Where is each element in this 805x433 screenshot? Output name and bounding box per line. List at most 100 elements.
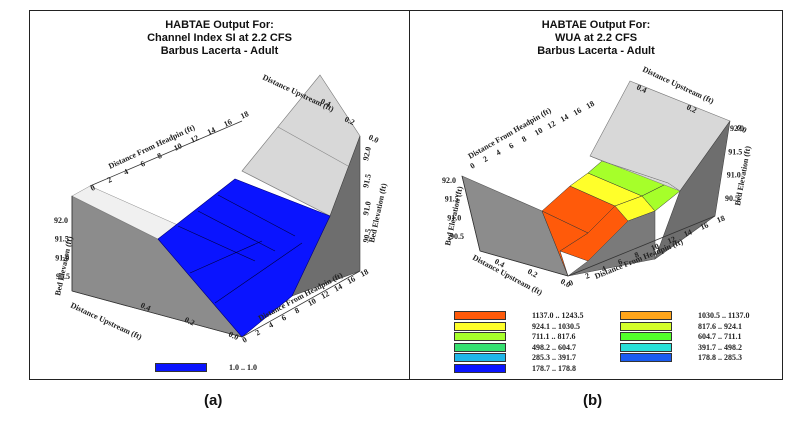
panel-b-legend-left-label: 285.3 .. 391.7 xyxy=(532,353,576,362)
panel-b-headpin-tick: 16 xyxy=(699,221,710,232)
panel-a-upstream-tick: 0.0 xyxy=(227,330,240,342)
panel-a-headpin-tick: 16 xyxy=(346,274,357,286)
panel-b-headpin-tick: 2 xyxy=(481,154,489,164)
panel-b-legend-left-swatch xyxy=(454,342,506,352)
panel-a-headpin-tick: 18 xyxy=(239,109,250,121)
panel-b-headpin-tick: 8 xyxy=(633,250,640,260)
panel-a-upstream-tick: 0.2 xyxy=(183,315,196,327)
panel-b-elevation-tick: 91.0 xyxy=(447,213,461,222)
panel-b-headpin-tick: 10 xyxy=(650,242,661,253)
panel-b-legend-right-label: 391.7 .. 498.2 xyxy=(698,342,742,352)
panel-b-legend-left-swatch xyxy=(454,363,506,373)
panel-b-headpin-tick: 16 xyxy=(572,106,583,118)
panel-a-headpin-tick: 14 xyxy=(333,282,344,294)
panel-b-upstream-tick: 0.4 xyxy=(635,83,648,95)
panel-b-upstream-tick: 0.2 xyxy=(526,267,539,280)
panel-a-headpin-tick: 16 xyxy=(222,117,233,129)
panel-a-upstream-tick: 0.4 xyxy=(319,97,332,109)
panel-a-headpin-tick: 2 xyxy=(254,328,262,338)
panel-b-upstream-tick: 0.2 xyxy=(685,103,698,115)
panel-b-elevation-tick: 91.5 xyxy=(728,147,742,156)
panel-b-legend-left-swatch xyxy=(454,353,506,362)
panel-a-headpin-tick: 12 xyxy=(189,133,200,145)
panel-a-headpin-tick: 0 xyxy=(241,335,249,345)
panel-a-title-line2: Channel Index SI at 2.2 CFS xyxy=(147,32,292,44)
panel-b-headpin-tick: 18 xyxy=(585,99,596,111)
panel-b-headpin-tick: 0 xyxy=(469,161,477,171)
panel-b-headpin-tick: 0 xyxy=(567,278,574,288)
panel-b-legend-right-label: 604.7 .. 711.1 xyxy=(698,332,742,341)
panel-b-legend-left-swatch xyxy=(454,311,506,320)
panel-b-headpin-tick: 2 xyxy=(584,271,591,281)
panel-a-upstream-tick: 0.4 xyxy=(139,301,152,313)
panel-b-legend-right-label: 178.8 .. 285.3 xyxy=(698,353,742,362)
panel-a-elevation-tick: 92.0 xyxy=(361,146,373,162)
panel-b-headpin-tick: 8 xyxy=(520,134,528,144)
panel-b-3d-plot: Distance From Headpin (ft) Distance Upst… xyxy=(442,65,753,298)
panel-b-band-orange-3 xyxy=(541,210,589,277)
panel-b-upstream-tick: 0.4 xyxy=(493,257,506,270)
panel-b-headpin-tick: 6 xyxy=(507,141,515,151)
panel-a-channel-floor-blue xyxy=(157,178,331,338)
panel-b-headpin-tick: 4 xyxy=(494,148,502,158)
panel-a-channel-index: HABTAE Output For: Channel Index SI at 2… xyxy=(29,10,410,380)
panel-a-headpin-tick: 4 xyxy=(122,167,129,177)
panel-a-headpin-tick: 0 xyxy=(89,183,96,193)
panel-b-legend-right-swatch xyxy=(620,332,672,341)
panel-b-headpin-tick: 12 xyxy=(666,235,677,246)
panel-b-wua: HABTAE Output For: WUA at 2.2 CFS Barbus… xyxy=(409,10,783,380)
panel-a-axis-elev-left: Bed Elevation (ft) xyxy=(53,235,74,296)
panel-a-headpin-tick: 8 xyxy=(293,306,301,316)
panel-b-band-grey xyxy=(589,155,681,192)
panel-a-upstream-tick: 0.0 xyxy=(367,133,380,145)
panel-b-headpin-tick: 12 xyxy=(546,119,557,131)
panel-b-legend-right-swatch xyxy=(620,311,672,320)
panel-b-title-line1: HABTAE Output For: xyxy=(541,19,651,31)
panel-a-elevation-tick: 90.5 xyxy=(56,272,70,281)
panel-b-legend-right-label: 817.6 .. 924.1 xyxy=(698,321,742,331)
panel-a-title-line1: HABTAE Output For: xyxy=(165,19,274,31)
panel-b-headpin-tick: 4 xyxy=(600,264,607,274)
panel-b-elevation-tick: 90.5 xyxy=(450,232,464,241)
panel-a-elevation-tick: 90.5 xyxy=(361,228,373,244)
panel-b-headpin-tick: 10 xyxy=(533,126,544,138)
panel-b-legend: 1137.0 .. 1243.5 924.1 .. 1030.5 711.1 .. … xyxy=(410,311,784,381)
panel-b-elevation-tick: 91.0 xyxy=(727,171,741,180)
panel-b-legend-left-swatch xyxy=(454,332,506,341)
panel-a-headpin-tick: 12 xyxy=(319,289,330,301)
panel-a-headpin-tick: 14 xyxy=(206,125,217,137)
panel-b-headpin-tick: 6 xyxy=(617,257,624,267)
panel-a-headpin-tick: 18 xyxy=(359,267,370,279)
panel-b-elevation-tick: 91.5 xyxy=(445,195,459,204)
panel-a-headpin-tick: 2 xyxy=(106,175,113,185)
panel-b-legend-left-swatch xyxy=(454,321,506,331)
panel-b-upstream-tick: 0.0 xyxy=(559,277,572,290)
panel-a-headpin-tick: 4 xyxy=(267,320,275,330)
panel-b-elevation-tick: 92.0 xyxy=(730,124,744,133)
panel-a-elevation-tick: 92.0 xyxy=(54,216,68,225)
panel-b-elevation-tick: 92.0 xyxy=(442,176,456,185)
panel-b-legend-left-label: 711.1 .. 817.6 xyxy=(532,332,576,341)
panel-b-legend-left-label: 924.1 .. 1030.5 xyxy=(532,321,580,331)
panel-a-caption: (a) xyxy=(204,392,223,409)
panel-a-headpin-tick: 8 xyxy=(156,151,163,161)
panel-a-headpin-tick: 10 xyxy=(172,141,183,153)
panel-b-headpin-tick: 18 xyxy=(715,214,726,225)
panel-b-legend-right-swatch xyxy=(620,353,672,362)
panel-b-channel-side xyxy=(567,210,656,277)
panel-a-elevation-tick: 91.0 xyxy=(361,201,373,217)
panel-a-headpin-tick: 10 xyxy=(306,296,317,308)
panel-a-headpin-tick: 6 xyxy=(139,159,146,169)
panel-a-legend-swatch xyxy=(155,363,207,372)
panel-b-legend-left-label: 1137.0 .. 1243.5 xyxy=(532,311,584,320)
panel-a-elevation-tick: 91.0 xyxy=(55,253,69,262)
panel-a-legend-label: 1.0 .. 1.0 xyxy=(229,363,257,372)
panel-a-title-line3: Barbus Lacerta - Adult xyxy=(160,45,279,57)
panel-a-axis-headpin-top: Distance From Headpin (ft) xyxy=(107,123,197,171)
panel-b-upstream-tick: 0.0 xyxy=(735,123,748,135)
panel-b-legend-right-swatch xyxy=(620,321,672,331)
panel-b-legend-left-label: 498.2 .. 604.7 xyxy=(532,342,576,352)
panel-a-elevation-tick: 91.5 xyxy=(55,235,69,244)
panel-a-upstream-tick: 0.2 xyxy=(343,115,356,127)
panel-b-elevation-tick: 90.5 xyxy=(725,194,739,203)
